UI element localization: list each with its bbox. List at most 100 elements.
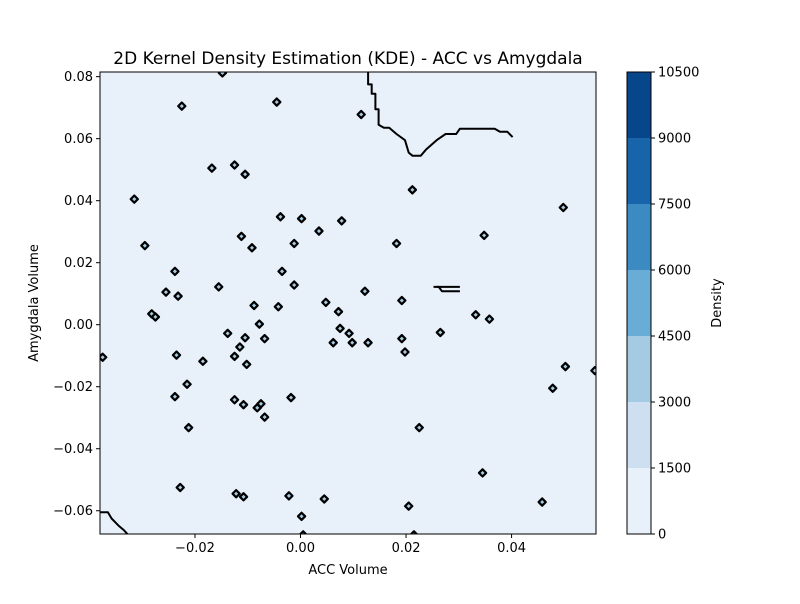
density-peak bbox=[241, 359, 252, 370]
density-peak bbox=[150, 312, 161, 322]
density-peak bbox=[289, 238, 299, 249]
colorbar-band bbox=[627, 270, 651, 336]
density-peak bbox=[590, 365, 596, 376]
boundary-contour bbox=[433, 285, 460, 293]
density-peak bbox=[129, 194, 139, 204]
boundary-contour bbox=[100, 511, 129, 534]
boundary-contour bbox=[367, 72, 514, 157]
y-tick-label: 0.08 bbox=[64, 70, 93, 85]
density-peak bbox=[249, 300, 259, 311]
colorbar-tick-label: 10500 bbox=[658, 66, 699, 81]
density-peak bbox=[254, 319, 265, 329]
density-peak bbox=[238, 492, 249, 502]
density-peak bbox=[296, 511, 307, 522]
density-peak bbox=[335, 323, 345, 334]
density-peak bbox=[170, 391, 180, 402]
density-peak bbox=[344, 328, 354, 339]
density-peak bbox=[333, 306, 344, 317]
density-peak bbox=[403, 501, 414, 511]
density-peak bbox=[286, 392, 296, 403]
y-tick-label: 0.02 bbox=[64, 256, 93, 271]
colorbar-tick-label: 7500 bbox=[658, 198, 691, 213]
colorbar-tick-label: 3000 bbox=[658, 396, 691, 411]
colorbar-frame bbox=[626, 71, 652, 535]
density-peak bbox=[363, 337, 373, 348]
density-peak bbox=[470, 310, 481, 320]
density-peak bbox=[409, 530, 419, 534]
colorbar-band bbox=[627, 72, 651, 138]
x-tick-label: 0.02 bbox=[392, 541, 421, 556]
density-peak bbox=[319, 494, 329, 504]
density-peak bbox=[484, 314, 495, 324]
y-tick-label: 0.00 bbox=[64, 318, 93, 333]
density-peak bbox=[229, 351, 240, 362]
density-peak bbox=[400, 347, 410, 357]
density-peak bbox=[336, 216, 347, 226]
plot-background bbox=[100, 72, 596, 534]
colorbar: 0 1500 3000 4500 6000 7500 9000 10500 bbox=[626, 66, 699, 543]
colorbar-tick-label: 9000 bbox=[658, 132, 691, 147]
colorbar-tick-label: 1500 bbox=[658, 462, 691, 477]
chart-title: 2D Kernel Density Estimation (KDE) - ACC… bbox=[113, 49, 582, 69]
y-tick-label: 0.06 bbox=[64, 132, 93, 147]
colorbar-band bbox=[627, 204, 651, 270]
density-peak bbox=[328, 337, 338, 348]
density-peak bbox=[321, 297, 331, 308]
density-peak bbox=[177, 101, 187, 111]
density-peak bbox=[397, 333, 407, 344]
density-peak bbox=[360, 286, 370, 296]
density-peak bbox=[183, 422, 194, 433]
x-axis: −0.02 0.00 0.02 0.04 bbox=[175, 534, 526, 556]
y-tick-label: 0.04 bbox=[64, 194, 93, 209]
density-peak bbox=[229, 395, 240, 405]
density-peak bbox=[414, 422, 424, 433]
density-peak bbox=[284, 491, 294, 501]
colorbar-band bbox=[627, 468, 651, 534]
x-tick-label: 0.04 bbox=[497, 541, 526, 556]
density-peak bbox=[229, 160, 240, 170]
y-tick-label: −0.02 bbox=[53, 380, 93, 395]
density-peak bbox=[247, 243, 257, 253]
density-peak bbox=[537, 497, 547, 507]
density-peak bbox=[235, 342, 245, 352]
colorbar-band bbox=[627, 138, 651, 204]
density-peaks bbox=[100, 72, 596, 534]
density-peak bbox=[175, 482, 185, 493]
density-peak bbox=[296, 213, 307, 224]
density-peak bbox=[347, 337, 357, 348]
density-peak bbox=[272, 97, 282, 107]
density-peak bbox=[217, 72, 228, 78]
density-peak bbox=[214, 282, 224, 292]
density-peak bbox=[273, 302, 284, 312]
density-peak bbox=[356, 109, 366, 120]
density-peak bbox=[222, 328, 233, 339]
density-peak bbox=[207, 163, 217, 173]
density-peak bbox=[238, 400, 249, 410]
density-peak bbox=[259, 333, 270, 344]
y-axis: −0.06 −0.04 −0.02 0.00 0.02 0.04 0.06 0.08 bbox=[53, 70, 100, 519]
density-peak bbox=[240, 169, 250, 180]
boundary-contours bbox=[100, 72, 514, 534]
colorbar-tick-label: 0 bbox=[658, 528, 666, 543]
density-peak bbox=[231, 488, 241, 499]
density-peak bbox=[407, 185, 418, 195]
density-peak bbox=[391, 238, 402, 249]
density-peak bbox=[479, 230, 489, 241]
colorbar-tick-label: 6000 bbox=[658, 264, 691, 279]
density-peak bbox=[170, 266, 180, 277]
plot-frame bbox=[99, 71, 597, 535]
colorbar-band bbox=[627, 336, 651, 402]
colorbar-band bbox=[627, 402, 651, 468]
density-peak bbox=[240, 333, 250, 343]
density-peak bbox=[397, 295, 407, 306]
x-axis-label: ACC Volume bbox=[308, 563, 387, 578]
x-tick-label: 0.00 bbox=[286, 541, 315, 556]
density-peak bbox=[161, 287, 171, 297]
colorbar-tick-label: 4500 bbox=[658, 330, 691, 345]
density-peak bbox=[182, 379, 192, 389]
density-peak bbox=[171, 350, 182, 360]
density-peak bbox=[140, 240, 150, 251]
density-peak bbox=[558, 202, 568, 213]
colorbar-label: Density bbox=[710, 278, 725, 328]
